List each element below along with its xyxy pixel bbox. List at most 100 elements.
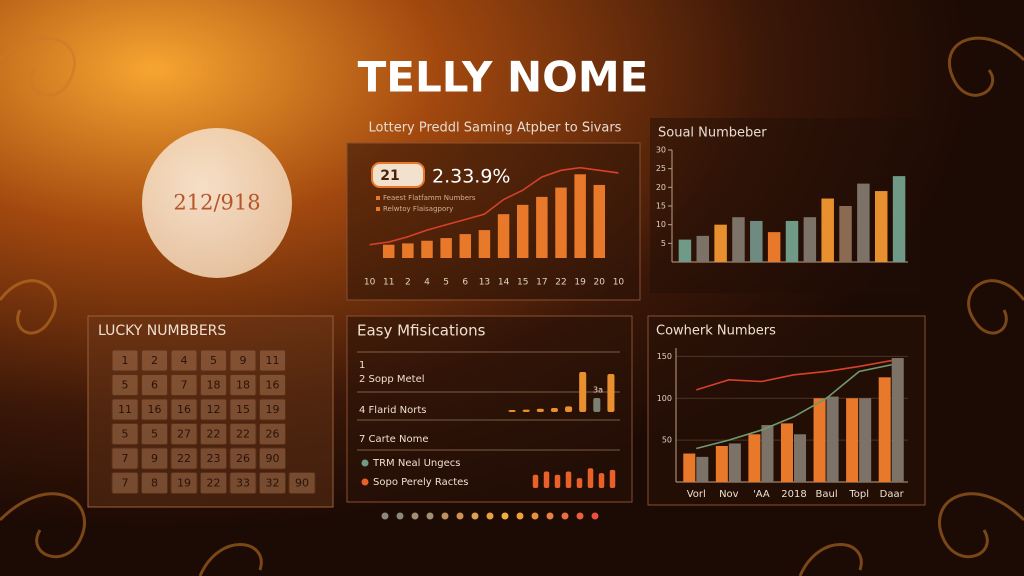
number-disc: [142, 128, 292, 278]
number: 15: [236, 403, 250, 416]
x-tick-label: 11: [383, 278, 394, 288]
y-tick-label: 10: [656, 220, 666, 229]
number: 23: [207, 452, 221, 465]
number: 8: [151, 477, 158, 490]
x-tick-label: 17: [536, 278, 547, 288]
bar: [678, 239, 692, 262]
bar: [696, 456, 709, 482]
number-cell: [141, 423, 168, 445]
bar: [579, 372, 587, 412]
bar: [891, 358, 904, 482]
bar: [421, 240, 433, 258]
legend-label: Sopo Perely Ractes: [373, 477, 469, 488]
bar: [785, 220, 799, 262]
bar: [516, 204, 529, 258]
bar: [750, 220, 763, 262]
bar: [543, 471, 550, 488]
panel-title: LUCKY NUMBBERS: [98, 323, 226, 339]
bar: [565, 406, 573, 412]
dot: [531, 512, 539, 520]
number-cell: [259, 447, 286, 470]
bar: [748, 434, 761, 482]
number-cell: [229, 349, 257, 372]
number: 12: [207, 403, 221, 416]
x-tick-label: 14: [498, 278, 510, 288]
number-cell: [259, 472, 286, 494]
list-item: 4 Flarid Norts: [359, 405, 426, 416]
number: 9: [240, 354, 247, 367]
number: 5: [151, 428, 158, 441]
dot: [546, 512, 554, 520]
ornaments: [0, 36, 1024, 576]
dot: [441, 512, 449, 520]
number: 16: [266, 379, 280, 392]
number: 5: [122, 379, 129, 392]
bar: [497, 214, 510, 258]
number: 4: [181, 354, 188, 367]
bar: [593, 398, 601, 412]
swirl: [0, 36, 77, 97]
number-cell: [200, 374, 227, 396]
number: 5: [122, 428, 129, 441]
number-cell: [229, 447, 257, 470]
number: 1: [122, 354, 129, 367]
badge: [371, 162, 425, 188]
annotation: 3a: [593, 386, 603, 395]
bar: [826, 396, 839, 482]
number: 16: [148, 403, 162, 416]
page-title: TELLY NOME: [358, 53, 649, 102]
number: 18: [207, 379, 221, 392]
bar: [767, 232, 781, 262]
x-tick-label: 19: [574, 278, 586, 288]
number-cell: [170, 472, 198, 494]
note: Feaest Flatfamm Numbers: [383, 194, 476, 202]
bar: [532, 474, 539, 488]
bar: [576, 478, 583, 488]
swirl: [967, 279, 1024, 335]
panel-title: Cowherk Numbers: [656, 324, 776, 339]
x-tick-label: 10: [364, 278, 376, 288]
bar: [598, 473, 605, 488]
number-cell: [170, 447, 198, 470]
bar: [821, 198, 834, 262]
number: 22: [207, 428, 221, 441]
bar: [714, 224, 727, 262]
y-tick-label: 30: [656, 146, 666, 155]
x-tick-label: Daar: [880, 489, 905, 500]
x-tick-label: 15: [517, 278, 528, 288]
number-cell: [259, 423, 286, 445]
number: 32: [266, 477, 280, 490]
number-cell: [141, 447, 168, 470]
dot: [471, 512, 479, 520]
number: 22: [236, 428, 250, 441]
number: 7: [122, 477, 129, 490]
x-tick-label: 22: [555, 278, 566, 288]
x-tick-label: Vorl: [687, 489, 706, 500]
number-cell: [200, 472, 227, 494]
x-tick-label: Nov: [719, 489, 739, 500]
number-cell: [141, 472, 168, 494]
number: 11: [266, 354, 280, 367]
bar: [878, 377, 891, 482]
bar: [508, 410, 516, 412]
y-tick-label: 150: [657, 352, 672, 361]
bar: [732, 217, 745, 262]
disc-number: 212/918: [173, 191, 260, 215]
bar: [574, 174, 586, 258]
number-cell: [259, 398, 286, 421]
x-tick-label: 10: [613, 278, 625, 288]
panel-title: Easy Mfisications: [357, 322, 486, 340]
legend-dot: [361, 459, 369, 467]
bar: [609, 469, 616, 488]
number-cell: [229, 423, 257, 445]
number-cell: [141, 374, 168, 396]
swirl: [198, 543, 263, 576]
x-tick-label: 2018: [781, 489, 806, 500]
bar: [874, 191, 888, 262]
bar: [565, 471, 572, 488]
bar: [839, 206, 852, 262]
dot: [591, 512, 599, 520]
panel-title: Lottery Preddl Saming Atpber to Sivars: [369, 121, 622, 136]
note-dot: [376, 207, 380, 211]
